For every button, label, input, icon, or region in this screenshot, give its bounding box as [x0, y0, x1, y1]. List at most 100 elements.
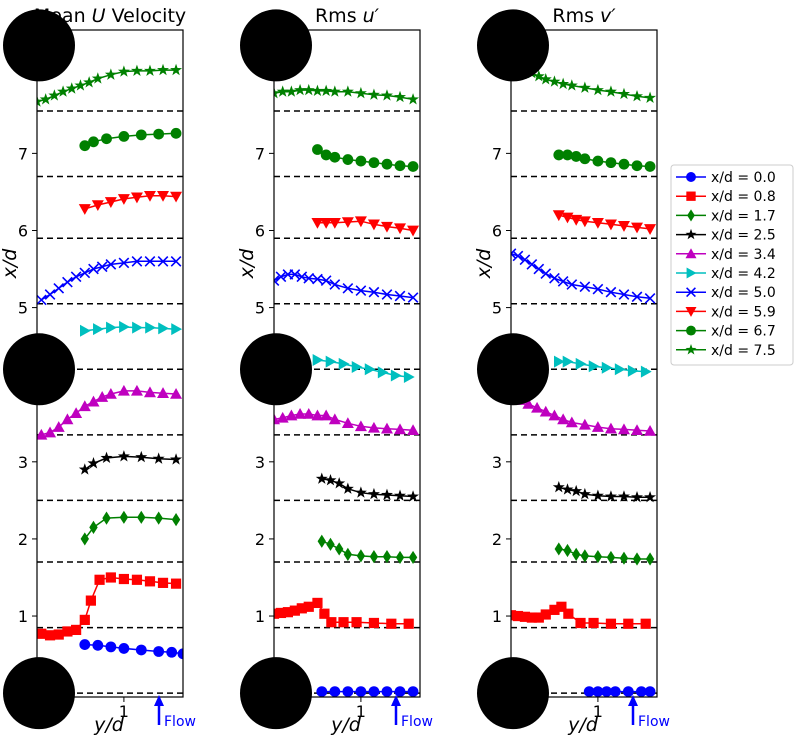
data-point-8-3 [118, 131, 130, 142]
data-point-4-5 [548, 409, 561, 421]
data-point-6-11 [605, 286, 617, 298]
data-point-3-3 [578, 487, 591, 500]
data-point-4-12 [394, 423, 407, 435]
data-point-9-14 [644, 91, 657, 103]
data-point-1-6 [85, 595, 96, 606]
data-point-1-2 [519, 611, 531, 622]
data-point-5-5 [145, 321, 156, 334]
data-point-2-2 [102, 511, 111, 525]
data-point-4-9 [591, 421, 604, 432]
series-line-1 [41, 576, 177, 637]
data-point-0-0 [79, 639, 91, 650]
cylinder-2 [477, 9, 549, 82]
data-point-7-7 [170, 191, 183, 203]
ytick-label-6: 7 [255, 144, 265, 163]
data-point-3-5 [604, 490, 617, 502]
data-point-4-8 [104, 387, 117, 399]
data-point-5-2 [338, 357, 350, 370]
data-point-1-8 [326, 617, 337, 628]
data-point-6-2 [53, 282, 65, 294]
ytick-label-0: 1 [492, 607, 502, 626]
data-point-9-13 [407, 93, 420, 105]
data-point-7-1 [320, 217, 333, 229]
panel-2: 1 2 3 4 5 6 7 1 Rms u′ x/d y/d Flow [236, 5, 433, 736]
data-point-7-2 [104, 197, 117, 208]
legend-marker-6 [686, 287, 696, 298]
data-point-3-6 [617, 490, 630, 502]
y-axis-label: x/d [0, 248, 21, 280]
xtick-label-0: 1 [593, 702, 603, 721]
data-point-6-9 [579, 281, 591, 293]
data-point-6-11 [368, 286, 380, 298]
data-point-6-9 [342, 282, 354, 294]
data-point-7-3 [578, 216, 591, 228]
ytick-label-3: 4 [18, 376, 28, 395]
data-point-8-5 [605, 157, 617, 169]
data-point-2-0 [554, 542, 563, 556]
data-point-6-2 [519, 254, 531, 266]
data-point-4-12 [157, 387, 170, 398]
data-point-2-5 [606, 550, 616, 565]
panel-title: Rms v′ [552, 5, 616, 27]
panel-3: 1 2 3 4 5 6 7 1 Rms v′ x/d y/d Flow [473, 5, 670, 736]
series-group [511, 60, 657, 697]
data-point-4-4 [302, 408, 315, 419]
data-point-6-9 [118, 257, 130, 269]
data-point-4-8 [341, 417, 354, 429]
cylinder-1 [240, 333, 312, 406]
data-point-3-3 [117, 450, 130, 462]
data-point-5-4 [132, 321, 143, 334]
data-point-8-1 [320, 149, 332, 161]
data-point-1-9 [338, 617, 349, 628]
legend-marker-4 [685, 248, 697, 259]
data-point-9-4 [65, 82, 78, 94]
data-point-2-0 [80, 532, 89, 546]
data-point-3-5 [367, 487, 380, 500]
data-point-8-6 [170, 127, 182, 139]
flow-label: Flow [638, 714, 670, 730]
data-point-7-6 [617, 221, 630, 232]
legend-marker-2 [687, 209, 695, 222]
data-point-1-0 [37, 628, 47, 639]
legend-marker-1 [686, 191, 696, 201]
data-point-9-2 [48, 89, 61, 101]
data-point-4-3 [61, 413, 74, 425]
data-point-6-10 [592, 283, 604, 295]
data-point-5-6 [390, 369, 402, 382]
series-line-4 [511, 397, 651, 432]
data-point-9-6 [83, 76, 96, 88]
data-point-9-6 [548, 75, 561, 87]
data-point-9-11 [604, 85, 617, 97]
data-point-5-7 [640, 365, 652, 378]
data-point-9-0 [37, 95, 43, 107]
ytick-label-1: 2 [18, 530, 28, 549]
legend-entry-9: x/d = 7.5 [711, 343, 776, 359]
data-point-6-10 [131, 255, 143, 267]
data-point-8-4 [592, 155, 604, 167]
data-point-0-2 [105, 641, 117, 653]
series-line-6 [274, 273, 414, 299]
data-point-2-3 [343, 547, 353, 561]
data-point-0-3 [118, 643, 130, 654]
data-point-1-2 [53, 629, 64, 640]
data-point-1-13 [640, 618, 651, 629]
data-point-6-7 [557, 276, 569, 287]
flow-label: Flow [164, 714, 196, 730]
ytick-label-3: 4 [255, 376, 265, 395]
ytick-label-0: 1 [18, 607, 28, 626]
data-point-9-10 [591, 83, 604, 96]
data-point-4-11 [380, 422, 393, 434]
legend-entry-4: x/d = 3.4 [711, 247, 776, 263]
data-point-4-13 [407, 424, 420, 435]
data-point-0-6 [644, 686, 656, 697]
data-point-5-5 [614, 363, 626, 376]
ytick-label-0: 1 [255, 607, 265, 626]
data-point-6-3 [526, 259, 538, 270]
data-point-1-4 [296, 603, 307, 614]
data-point-5-3 [119, 320, 130, 333]
data-point-4-7 [96, 391, 109, 402]
data-point-1-2 [282, 607, 294, 618]
data-point-3-4 [591, 489, 604, 501]
data-point-9-7 [328, 85, 341, 97]
data-point-6-8 [566, 279, 578, 290]
